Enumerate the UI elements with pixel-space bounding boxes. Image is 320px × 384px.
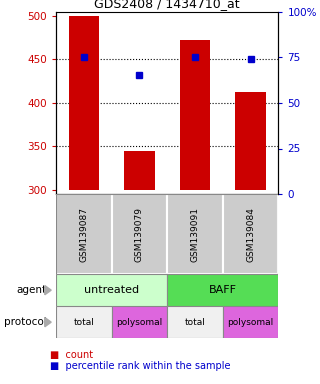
Bar	[167, 306, 223, 338]
Text: total: total	[73, 318, 94, 327]
Text: total: total	[185, 318, 205, 327]
Text: GSM139091: GSM139091	[190, 207, 199, 262]
Text: GSM139084: GSM139084	[246, 207, 255, 262]
Text: BAFF: BAFF	[209, 285, 237, 295]
Text: GSM139087: GSM139087	[79, 207, 88, 262]
Text: GSM139079: GSM139079	[135, 207, 144, 262]
Bar	[56, 274, 167, 306]
Bar	[167, 274, 278, 306]
Bar	[112, 306, 167, 338]
Text: polysomal: polysomal	[116, 318, 163, 327]
Title: GDS2408 / 1434710_at: GDS2408 / 1434710_at	[94, 0, 240, 10]
Bar	[223, 306, 278, 338]
Bar	[124, 151, 155, 190]
Bar	[167, 194, 223, 274]
Bar	[56, 306, 112, 338]
Bar	[235, 91, 266, 190]
Bar	[68, 16, 99, 190]
Text: untreated: untreated	[84, 285, 139, 295]
Bar	[223, 194, 278, 274]
Text: polysomal: polysomal	[228, 318, 274, 327]
Text: ■  count: ■ count	[50, 350, 93, 360]
Bar	[112, 194, 167, 274]
Text: ■  percentile rank within the sample: ■ percentile rank within the sample	[50, 361, 230, 371]
Text: agent: agent	[16, 285, 46, 295]
Text: protocol: protocol	[4, 317, 46, 327]
Bar	[180, 40, 210, 190]
Bar	[56, 194, 112, 274]
